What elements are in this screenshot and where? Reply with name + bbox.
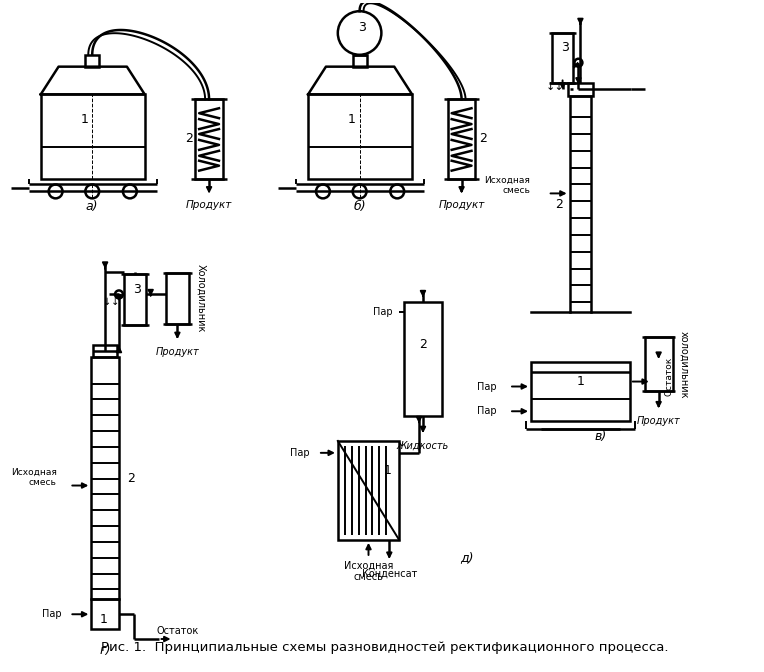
Bar	[404, 302, 442, 416]
Text: Пар: Пар	[373, 307, 392, 317]
Text: 1: 1	[80, 113, 89, 126]
Text: 2: 2	[555, 198, 562, 211]
Text: б): б)	[353, 200, 366, 213]
Text: Остаток: Остаток	[157, 626, 199, 636]
Text: Конденсат: Конденсат	[361, 569, 417, 579]
Text: Холодильник: Холодильник	[196, 264, 206, 333]
Text: 3: 3	[358, 21, 365, 34]
Text: ↓↓: ↓↓	[103, 297, 119, 307]
Text: Исходная
смесь: Исходная смесь	[344, 561, 393, 583]
Text: Пар: Пар	[477, 382, 497, 392]
Text: д): д)	[460, 551, 473, 564]
Text: 3: 3	[561, 42, 568, 54]
Text: Продукт: Продукт	[439, 200, 484, 210]
Text: 3: 3	[133, 283, 141, 296]
Bar	[166, 273, 189, 324]
Bar	[40, 94, 144, 179]
Bar	[86, 55, 99, 67]
Text: холодильник: холодильник	[679, 331, 689, 398]
Text: Продукт: Продукт	[637, 416, 681, 426]
Bar	[353, 55, 367, 67]
Text: Пар: Пар	[477, 407, 497, 416]
Text: Рис. 1.  Принципиальные схемы разновидностей ректификационного процесса.: Рис. 1. Принципиальные схемы разновиднос…	[101, 641, 668, 654]
Bar	[91, 357, 119, 599]
Bar	[568, 83, 594, 96]
Text: Пар: Пар	[42, 610, 62, 620]
Bar	[531, 362, 630, 421]
Bar	[308, 94, 412, 179]
Bar	[93, 345, 117, 357]
Text: Продукт: Продукт	[156, 347, 199, 357]
Text: 1: 1	[348, 113, 355, 126]
Bar	[338, 441, 400, 540]
Text: 2: 2	[186, 132, 193, 145]
Text: г): г)	[99, 644, 111, 657]
Text: 1: 1	[99, 613, 107, 626]
Text: ↓↓: ↓↓	[545, 83, 564, 93]
Bar	[569, 96, 591, 312]
Bar	[552, 33, 574, 83]
Text: 2: 2	[419, 339, 427, 351]
Text: Пар: Пар	[290, 448, 310, 458]
Text: 2: 2	[127, 472, 134, 485]
Text: Исходная
смесь: Исходная смесь	[484, 176, 530, 195]
Text: Исходная
смесь: Исходная смесь	[11, 468, 57, 487]
Text: Остаток: Остаток	[665, 357, 674, 396]
Text: 2: 2	[479, 132, 487, 145]
Bar	[448, 99, 475, 179]
Bar	[124, 274, 146, 325]
Text: в): в)	[594, 429, 607, 443]
Text: Продукт: Продукт	[186, 200, 232, 210]
Text: 1: 1	[384, 464, 391, 477]
Text: а): а)	[86, 200, 99, 213]
Text: 1: 1	[577, 375, 584, 388]
Text: Жидкость: Жидкость	[397, 441, 449, 451]
Bar	[91, 599, 119, 629]
Bar	[196, 99, 223, 179]
Bar	[645, 337, 672, 392]
